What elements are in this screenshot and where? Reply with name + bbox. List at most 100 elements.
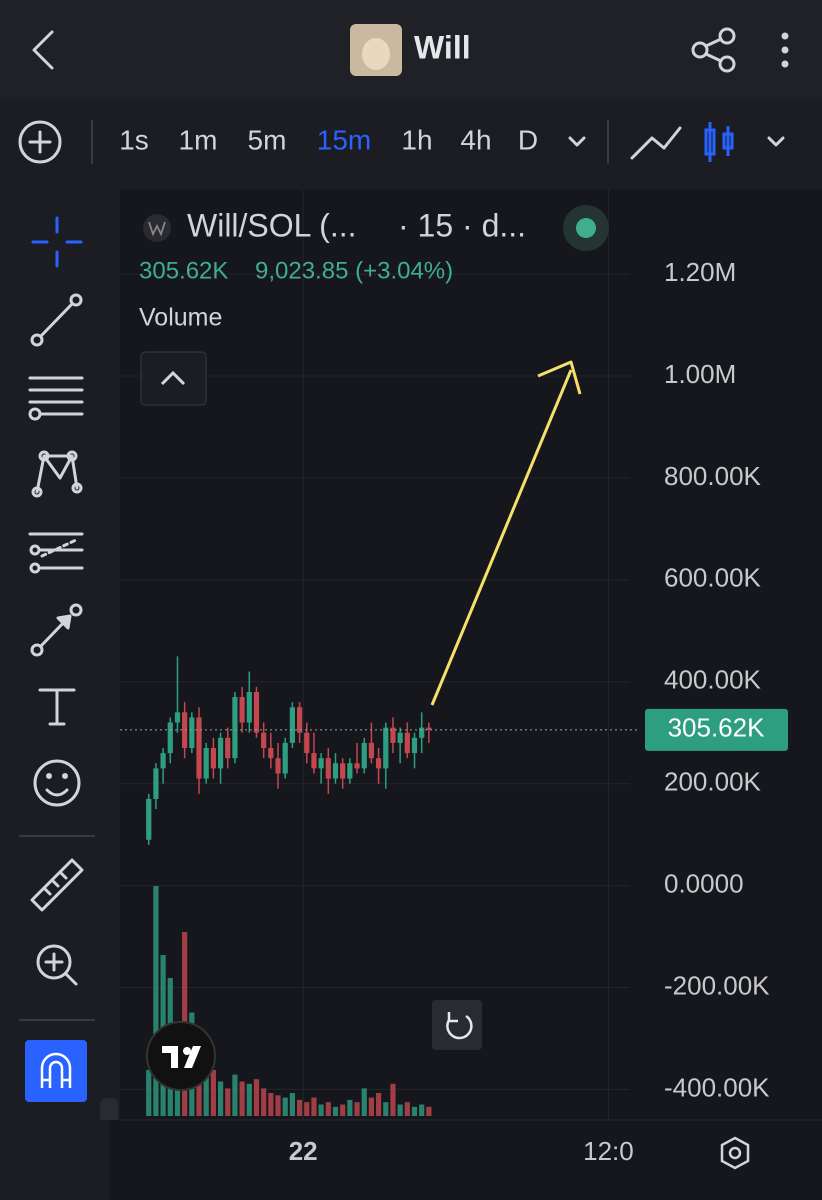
share-button[interactable] [691,27,736,73]
last-price-box [645,708,788,751]
legend-change: 9,023.85 (+3.04%) [255,257,453,284]
collapse-legend[interactable] [140,351,207,406]
time-axis [0,1120,822,1200]
volume-bar [347,1099,353,1116]
volume-bar [282,1097,288,1116]
candle-body [318,758,324,769]
interval[interactable]: 4h [460,124,491,155]
y-tick-label: 600.00K [664,563,762,593]
candle-body [426,727,432,730]
back-button[interactable] [32,30,54,70]
line-chart-type[interactable] [630,126,682,160]
candle-body [160,753,166,769]
tv-logo-mark [162,1046,201,1068]
candle-body [347,763,353,779]
candle-body [311,753,317,769]
reset-button[interactable] [432,1000,482,1050]
interval[interactable]: 15m [317,124,371,155]
candle-body [182,712,188,748]
settings-button[interactable] [720,1136,750,1170]
candle-body [304,732,310,754]
interval[interactable]: D [518,124,538,155]
add-indicator[interactable] [18,120,62,164]
volume-bar [217,1081,224,1116]
volume-bar [361,1088,367,1116]
zoom-tool[interactable] [36,944,78,986]
projection-tool[interactable] [28,532,84,574]
interval-dropdown[interactable] [568,136,586,147]
volume-bar [332,1106,339,1116]
tv-logo[interactable] [146,1021,216,1091]
x-tick-label: 22 [289,1136,318,1166]
volume-bar [368,1097,375,1116]
title: Will [414,29,471,65]
tv-logo-dot [183,1047,191,1055]
collapse-icon [160,370,186,386]
interval[interactable]: 1m [179,124,218,155]
candle-body [275,758,281,774]
candle-body [375,758,382,769]
candle-body [411,737,418,754]
candle-body [296,707,303,733]
candle-body [282,742,288,774]
candle-chart-type[interactable] [704,122,734,162]
candle-body [354,763,360,769]
y-tick-label: 1.00M [664,359,736,389]
avatar-face [362,38,390,70]
volume-bar [411,1106,418,1116]
emoji-tool[interactable] [33,759,81,807]
chart-type-dropdown[interactable] [767,136,785,147]
candle-body [268,748,274,759]
volume-bar [354,1102,360,1116]
trend-line-tool[interactable] [30,293,83,347]
interval[interactable]: 5m [248,124,287,155]
y-tick-label: 0.0000 [664,868,744,898]
y-tick-label: 200.00K [664,767,762,797]
volume-legend: Volume [139,304,222,332]
left-tools [19,216,95,1021]
volume-bar [383,1102,389,1116]
magnet-button[interactable] [25,1040,87,1102]
candle-body [289,707,295,743]
arrow-tool[interactable] [30,603,83,657]
header [0,0,822,100]
interval[interactable]: 1s [119,124,149,155]
legend-last: 305.62K [139,257,228,284]
more-button[interactable] [781,32,789,68]
candle-body [397,732,403,743]
y-tick-label: 1.20M [664,257,736,287]
volume-bar [390,1083,396,1116]
candle-body [174,712,181,723]
price-axis: 1.20M 1.00M 800.00K 600.00K 400.00K 200.00K 0.… [664,257,770,1102]
volume-bar [304,1102,310,1116]
candle-body [189,717,195,748]
candle-body [325,758,331,779]
x-tick-label: 12:0 [583,1136,634,1166]
interval[interactable]: 1h [401,124,432,155]
magnet-icon [40,1052,72,1088]
y-tick-label: -400.00K [664,1072,770,1102]
volume-bar [289,1093,295,1116]
candle-body [210,748,216,769]
volume-bar [296,1099,303,1116]
crosshair-tool[interactable] [31,216,83,268]
candle-body [246,691,252,723]
toolbar [0,100,822,184]
candle-body [340,763,346,779]
symbol-logo-mark [148,221,166,237]
settings-icon [728,1146,742,1160]
candle-body [261,732,267,748]
volume-bar [404,1102,410,1116]
volume-bar [232,1074,238,1116]
volume-bar [340,1104,346,1116]
volume-bar [210,1070,216,1116]
volume-bar [397,1104,403,1116]
candle-body [419,727,425,738]
y-tick-label: 400.00K [664,665,762,695]
ruler-tool[interactable] [30,858,84,912]
pattern-tool[interactable] [31,450,83,498]
candle-body [196,717,202,779]
text-tool[interactable] [38,688,76,726]
fib-tool[interactable] [28,376,84,421]
